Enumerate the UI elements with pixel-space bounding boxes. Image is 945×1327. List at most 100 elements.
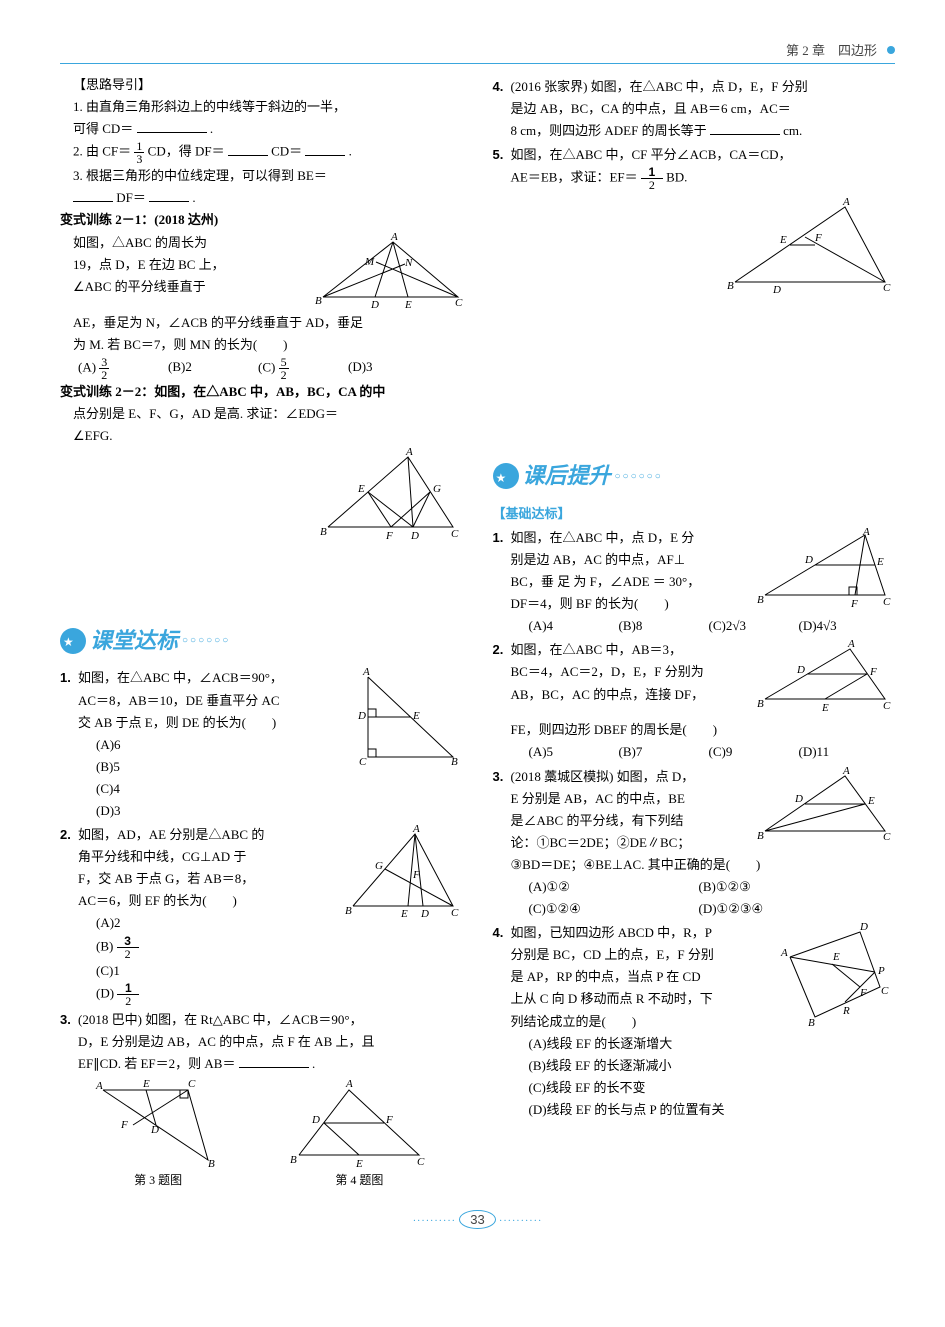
right-triangle-icon: A D E C B	[353, 667, 463, 767]
fig3-caption: 第 3 题图	[88, 1170, 228, 1190]
blank	[710, 121, 780, 135]
blank	[149, 188, 189, 202]
svg-text:E: E	[779, 234, 787, 246]
problem-4: 4. AD EP	[493, 922, 896, 1121]
fig4-caption: 第 4 题图	[284, 1170, 434, 1190]
question-3: 3. (2018 巴中) 如图，在 Rt△ABC 中，∠ACB＝90°， D，E…	[60, 1009, 463, 1075]
triangle-icon: AB CG FE D	[343, 824, 463, 919]
svg-text:F: F	[412, 869, 420, 881]
silu-1a: 1. 由直角三角形斜边上的中线等于斜边的一半，	[73, 96, 463, 118]
svg-text:F: F	[850, 598, 858, 607]
svg-text:B: B	[208, 1158, 215, 1170]
chapter-label: 第 2 章 四边形	[786, 40, 877, 59]
svg-text:C: C	[451, 528, 459, 540]
svg-text:E: E	[412, 710, 420, 722]
svg-text:A: A	[405, 447, 413, 458]
figure-bx22: AB CE GF D	[60, 447, 463, 542]
svg-text:C: C	[883, 596, 891, 607]
blank	[137, 119, 207, 133]
dots-icon: ··········	[413, 1216, 456, 1227]
svg-text:A: A	[412, 824, 420, 835]
figure-p4: AD EP FC BR	[775, 922, 895, 1032]
svg-text:D: D	[804, 554, 813, 566]
triangle-icon: AD EB C	[755, 766, 895, 846]
svg-text:E: E	[355, 1158, 363, 1170]
blank	[73, 188, 113, 202]
triangle-icon: AE FB DC	[725, 197, 895, 297]
svg-text:D: D	[420, 908, 429, 919]
svg-text:F: F	[859, 987, 867, 999]
svg-text:A: A	[95, 1080, 103, 1092]
silu-3b: DF＝ .	[73, 187, 463, 209]
star-circle-icon	[493, 463, 519, 489]
svg-text:A: A	[362, 667, 370, 678]
left-column: 【思路导引】 1. 由直角三角形斜边上的中线等于斜边的一半， 可得 CD＝ . …	[60, 74, 463, 1190]
triangle-icon: A B C D E M N	[313, 232, 463, 312]
svg-text:B: B	[290, 1154, 297, 1166]
question-2: 2. AB CG	[60, 824, 463, 1007]
triangle-icon: AD FB EC	[284, 1075, 434, 1170]
svg-text:M: M	[364, 256, 375, 268]
silu-3a: 3. 根据三角形的中位线定理，可以得到 BE＝	[73, 165, 463, 187]
svg-text:B: B	[451, 756, 458, 767]
svg-text:B: B	[808, 1017, 815, 1029]
svg-text:F: F	[120, 1119, 128, 1131]
problem-2: 2. AD FB EC	[493, 639, 896, 763]
question-4: 4. (2016 张家界) 如图，在△ABC 中，点 D，E，F 分别 是边 A…	[493, 76, 896, 142]
silu-1b-line: 可得 CD＝ .	[73, 118, 463, 140]
svg-text:C: C	[451, 907, 459, 919]
figure-p1: A D E B F C	[755, 527, 895, 607]
svg-text:D: D	[357, 710, 366, 722]
dots-icon: ··········	[499, 1216, 542, 1227]
jcdb-subhead: 【基础达标】	[493, 503, 896, 525]
section-ktdb: 课堂达标 ○○○○○○	[60, 622, 463, 659]
right-column: 4. (2016 张家界) 如图，在△ABC 中，点 D，E，F 分别 是边 A…	[493, 74, 896, 1190]
svg-text:D: D	[794, 793, 803, 805]
svg-text:E: E	[832, 951, 840, 963]
p4-options: (A)线段 EF 的长逐渐增大 (B)线段 EF 的长逐渐减小 (C)线段 EF…	[529, 1033, 896, 1121]
svg-text:B: B	[315, 295, 322, 307]
bx21: 变式训练 2－1：(2018 达州) A	[60, 209, 463, 380]
two-columns: 【思路导引】 1. 由直角三角形斜边上的中线等于斜边的一半， 可得 CD＝ . …	[60, 74, 895, 1190]
bx21-options: (A) 32 (B)2 (C) 52 (D)3	[78, 356, 463, 381]
header-dot	[887, 46, 895, 54]
svg-text:B: B	[757, 594, 764, 606]
frac-icon: 1 3	[134, 140, 144, 165]
svg-text:R: R	[842, 1005, 850, 1017]
bx21-title: 变式训练 2－1：(2018 达州)	[60, 209, 463, 231]
svg-text:A: A	[842, 766, 850, 777]
triangle-icon: AD FB EC	[755, 639, 895, 719]
star-circle-icon	[60, 628, 86, 654]
bx22-title: 变式训练 2－2：如图，在△ABC 中，AB，BC，CA 的中	[60, 381, 463, 403]
svg-text:C: C	[883, 282, 891, 294]
svg-text:D: D	[410, 530, 419, 542]
ktdb-title: 课堂达标	[90, 622, 178, 659]
svg-text:E: E	[404, 299, 412, 311]
silu-block: 【思路导引】 1. 由直角三角形斜边上的中线等于斜边的一半， 可得 CD＝ . …	[73, 74, 463, 209]
problem-3: 3. AD EB C	[493, 766, 896, 921]
svg-text:E: E	[357, 483, 365, 495]
svg-text:A: A	[862, 527, 870, 538]
figure-p3: AD EB C	[755, 766, 895, 846]
svg-text:E: E	[876, 556, 884, 568]
dots-icon: ○○○○○○	[182, 632, 230, 649]
svg-text:C: C	[883, 831, 891, 843]
figure-p2: AD FB EC	[755, 639, 895, 719]
bx22: 变式训练 2－2：如图，在△ABC 中，AB，BC，CA 的中 点分别是 E、F…	[60, 381, 463, 542]
svg-text:F: F	[814, 232, 822, 244]
svg-text:B: B	[320, 526, 327, 538]
svg-text:A: A	[345, 1078, 353, 1090]
chapter-header: 第 2 章 四边形	[60, 40, 895, 64]
svg-text:C: C	[359, 756, 367, 767]
svg-text:A: A	[780, 947, 788, 959]
problem-1: 1. AD EB	[493, 527, 896, 637]
q1-options: (A)6 (B)5 (C)4 (D)3	[96, 734, 347, 822]
svg-text:B: B	[757, 698, 764, 710]
question-1: 1. AD EC	[60, 667, 463, 822]
question-5: 5. 如图，在△ABC 中，CF 平分∠ACB，CA＝CD， AE＝EB，求证：…	[493, 144, 896, 297]
svg-text:B: B	[727, 280, 734, 292]
figure-bx21: A B C D E M N	[313, 232, 463, 312]
section-khts: 课后提升 ○○○○○○	[493, 457, 896, 494]
svg-text:E: E	[142, 1078, 150, 1090]
p1-options: (A)4 (B)8 (C)2√3 (D)4√3	[529, 615, 896, 637]
